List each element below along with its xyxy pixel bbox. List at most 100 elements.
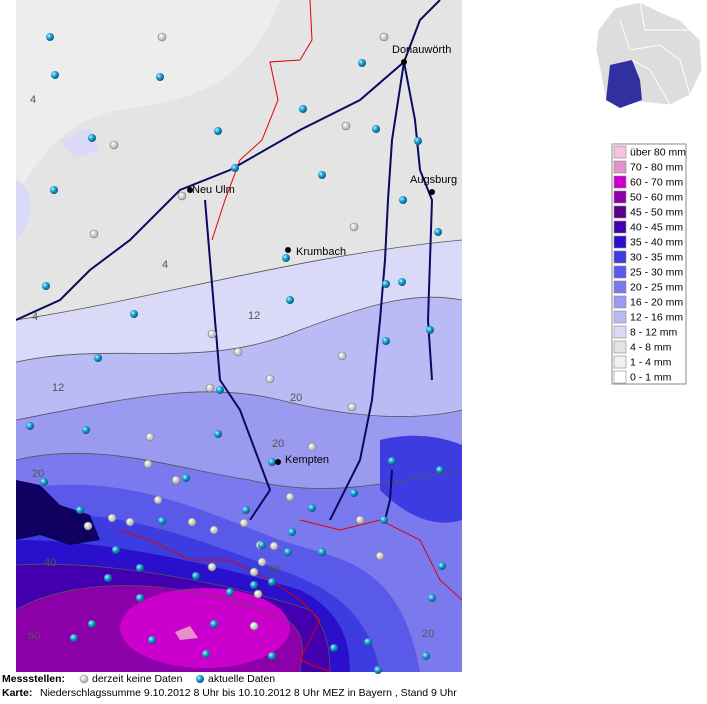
station-no-data [177, 191, 187, 201]
station-current [46, 33, 54, 41]
legend-swatch [613, 370, 627, 384]
city-label: Neu Ulm [192, 184, 235, 196]
station-current [358, 59, 366, 67]
station-no-data [171, 475, 181, 485]
map [16, 0, 462, 672]
station-no-data [347, 402, 357, 412]
legend-swatch [613, 280, 627, 294]
station-no-data [109, 140, 119, 150]
station-current [42, 282, 50, 290]
station-no-data [355, 515, 365, 525]
station-current [130, 310, 138, 318]
contour-label: 20 [272, 438, 284, 450]
station-current [76, 506, 84, 514]
station-current [214, 127, 222, 135]
station-no-data [239, 518, 249, 528]
contour-label: 20 [422, 628, 434, 640]
station-current [399, 196, 407, 204]
station-no-data [207, 329, 217, 339]
legend-swatch [613, 160, 627, 174]
station-no-data [349, 222, 359, 232]
station-current [88, 620, 96, 628]
station-current [318, 548, 326, 556]
station-current [148, 636, 156, 644]
contour-label: 20 [290, 392, 302, 404]
legend-swatch [613, 145, 627, 159]
station-current [299, 105, 307, 113]
station-current [50, 186, 58, 194]
station-current [40, 478, 48, 486]
legend-label: 1 - 4 mm [630, 356, 672, 368]
legend-frame [611, 143, 687, 385]
cities: Donauwörth Augsburg Neu Ulm Krumbach Kem… [187, 44, 457, 466]
legend-swatch [613, 265, 627, 279]
legend-label: 0 - 1 mm [630, 371, 672, 383]
legend-swatch [613, 175, 627, 189]
station-current [330, 644, 338, 652]
station-current [364, 638, 372, 646]
station-current [350, 489, 358, 497]
station-no-data [145, 432, 155, 442]
station-no-data [207, 562, 217, 572]
inset-map [595, 1, 703, 109]
station-no-data [285, 492, 295, 502]
legend-label: 16 - 20 mm [630, 296, 683, 308]
station-no-data [125, 517, 135, 527]
station-current [94, 354, 102, 362]
station-current [136, 564, 144, 572]
station-current [210, 620, 218, 628]
station-current [136, 594, 144, 602]
contour-label: 50 [28, 630, 40, 642]
station-current [268, 652, 276, 660]
station-current [428, 594, 436, 602]
station-no-data [341, 121, 351, 131]
legend-label: 70 - 80 mm [630, 161, 683, 173]
city-label: Donauwörth [392, 44, 451, 56]
contour-labels: 4 4 4 12 12 20 20 20 40 40 50 20 [28, 94, 434, 642]
contour-label: 40 [44, 557, 56, 569]
station-current [426, 326, 434, 334]
station-current [104, 574, 112, 582]
legend-swatch [613, 220, 627, 234]
legend-label: 45 - 50 mm [630, 206, 683, 218]
station-no-data [257, 557, 267, 567]
legend-swatch [613, 355, 627, 369]
station-current [88, 134, 96, 142]
station-current [398, 278, 406, 286]
contour-label: 4 [162, 259, 168, 271]
contour-label: 4 [30, 94, 36, 106]
station-current [51, 71, 59, 79]
footer-text: Niederschlagssumme 9.10.2012 8 Uhr bis 1… [40, 687, 457, 699]
legend-label: 20 - 25 mm [630, 281, 683, 293]
station-current [231, 164, 239, 172]
station-current [250, 581, 258, 589]
station-no-data [205, 383, 215, 393]
station-current [158, 517, 166, 525]
station-no-data [379, 32, 389, 42]
legend-label: 12 - 16 mm [630, 311, 683, 323]
station-current [70, 634, 78, 642]
footer-label: Messstellen: [2, 673, 65, 685]
station-current [372, 125, 380, 133]
station-current [156, 73, 164, 81]
legend-swatch [613, 250, 627, 264]
stations [26, 32, 446, 674]
station-current [438, 562, 446, 570]
station-current [182, 474, 190, 482]
station-no-data [83, 521, 93, 531]
legend-label: 8 - 12 mm [630, 326, 678, 338]
legend-label: 60 - 70 mm [630, 176, 683, 188]
station-no-data [107, 513, 117, 523]
station-current [268, 458, 276, 466]
legend-swatch [613, 295, 627, 309]
station-current [308, 504, 316, 512]
legend-label: 30 - 35 mm [630, 251, 683, 263]
station-no-data [269, 541, 279, 551]
legend-label: über 80 mm [630, 146, 686, 158]
station-current [380, 516, 388, 524]
legend-label: 4 - 8 mm [630, 341, 672, 353]
city-label: Augsburg [410, 174, 457, 186]
station-current [414, 137, 422, 145]
station-no-data [337, 351, 347, 361]
legend-swatch [613, 205, 627, 219]
